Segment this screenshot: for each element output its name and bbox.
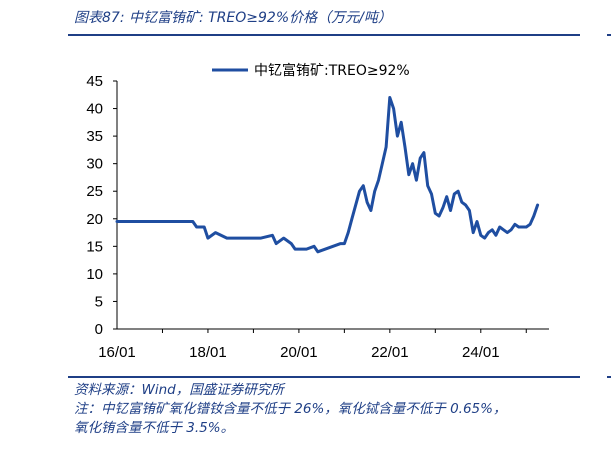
- figure-title: 图表87: 中钇富铕矿: TREO≥92%价格（万元/吨）: [74, 10, 392, 26]
- source-note: 资料来源：Wind，国盛证券研究所: [74, 382, 284, 398]
- chart-notes: 资料来源：Wind，国盛证券研究所 注：中钇富铕矿氧化镨钕含量不低于 26%，氧…: [74, 381, 506, 438]
- y-tick-label: 5: [95, 293, 103, 310]
- x-tick-label: 24/01: [462, 344, 500, 361]
- x-tick-label: 18/01: [189, 344, 227, 361]
- y-tick-label: 45: [86, 73, 103, 90]
- y-tick-label: 25: [86, 183, 103, 200]
- x-tick-label: 20/01: [280, 344, 318, 361]
- legend-label: 中钇富铕矿:TREO≥92%: [254, 62, 410, 79]
- y-tick-label: 0: [95, 321, 103, 338]
- y-tick-label: 40: [86, 101, 103, 118]
- x-tick-label: 16/01: [98, 344, 136, 361]
- top-edge-mark: [607, 34, 611, 36]
- y-tick-label: 15: [86, 238, 103, 255]
- line-chart: 0 5 10 15 20 25 30 35 40 45 16/01 18/01 20/01 22/01 24…: [86, 62, 549, 361]
- series-line: [115, 96, 540, 254]
- y-tick-label: 30: [86, 156, 103, 173]
- top-divider: [68, 34, 580, 36]
- bottom-divider: [68, 376, 580, 378]
- x-tick-label: 22/01: [371, 344, 409, 361]
- y-tick-label: 35: [86, 128, 103, 145]
- footnote-line-1: 注：中钇富铕矿氧化镨钕含量不低于 26%，氧化铽含量不低于 0.65%，: [74, 401, 507, 417]
- y-tick-label: 10: [86, 266, 103, 283]
- footnote-line-2: 氧化铕含量不低于 3.5%。: [74, 420, 235, 436]
- bottom-edge-mark: [607, 376, 611, 378]
- y-tick-label: 20: [86, 211, 103, 228]
